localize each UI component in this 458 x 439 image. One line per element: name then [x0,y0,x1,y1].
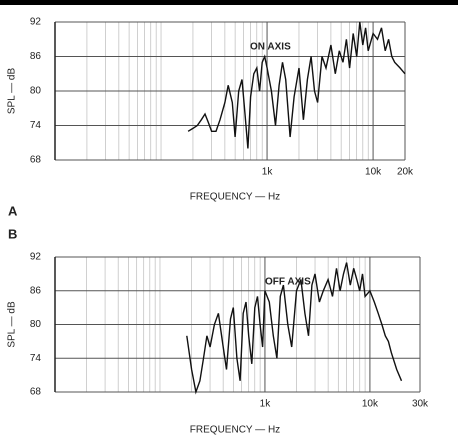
y-tick-label: 86 [30,51,42,62]
x-axis-label: FREQUENCY — Hz [190,192,280,203]
top-bar [0,0,458,5]
y-axis-label: SPL — dB [7,301,18,348]
y-tick-label: 92 [30,252,42,263]
y-tick-label: 80 [30,319,42,330]
y-tick-label: 68 [30,387,42,398]
x-tick-label: 20k [397,167,414,178]
annotation: OFF AXIS [265,277,311,288]
x-tick-label: 1k [260,399,272,410]
x-tick-label: 30k [412,399,429,410]
y-tick-label: 74 [30,353,42,364]
annotation: ON AXIS [250,42,291,53]
y-tick-label: 92 [30,17,42,28]
response-curve [187,21,406,149]
y-tick-label: 74 [30,120,42,131]
x-tick-label: 10k [362,399,379,410]
x-tick-label: 1k [262,167,274,178]
response-curve [186,262,403,395]
x-tick-label: 10k [365,167,382,178]
y-tick-label: 86 [30,285,42,296]
panel-label: B [8,226,17,241]
y-tick-label: 68 [30,155,42,166]
y-tick-label: 80 [30,86,42,97]
x-axis-label: FREQUENCY — Hz [190,425,280,436]
y-axis-label: SPL — dB [7,68,18,115]
panel-label: A [8,203,18,218]
